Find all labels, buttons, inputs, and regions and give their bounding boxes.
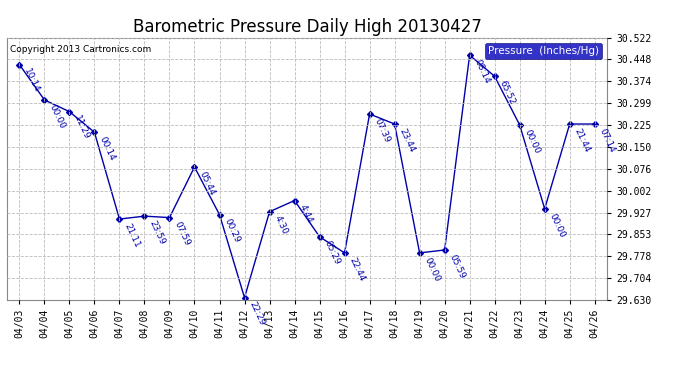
Text: 05:59: 05:59 (447, 253, 466, 280)
Text: 08:14: 08:14 (473, 58, 491, 85)
Text: 05:44: 05:44 (197, 170, 216, 197)
Text: 4:30: 4:30 (273, 214, 289, 236)
Text: 07:39: 07:39 (373, 117, 391, 144)
Text: 23:59: 23:59 (147, 219, 166, 246)
Text: 05:29: 05:29 (322, 240, 342, 267)
Title: Barometric Pressure Daily High 20130427: Barometric Pressure Daily High 20130427 (132, 18, 482, 36)
Text: 22:29: 22:29 (247, 300, 266, 327)
Text: 22:44: 22:44 (347, 256, 366, 282)
Text: 23:44: 23:44 (397, 127, 416, 154)
Text: 07:14: 07:14 (598, 127, 616, 154)
Text: 00:00: 00:00 (422, 256, 442, 283)
Text: 00:00: 00:00 (522, 128, 542, 155)
Text: 00:00: 00:00 (47, 103, 66, 130)
Text: 11:29: 11:29 (72, 114, 91, 142)
Legend: Pressure  (Inches/Hg): Pressure (Inches/Hg) (485, 43, 602, 59)
Text: 00:29: 00:29 (222, 217, 242, 244)
Text: Copyright 2013 Cartronics.com: Copyright 2013 Cartronics.com (10, 45, 151, 54)
Text: 4:44: 4:44 (297, 203, 314, 225)
Text: 00:14: 00:14 (97, 135, 116, 162)
Text: 21:44: 21:44 (573, 127, 591, 154)
Text: 10:14: 10:14 (22, 68, 41, 94)
Text: 00:00: 00:00 (547, 211, 566, 239)
Text: 65:52: 65:52 (497, 79, 516, 106)
Text: 21:11: 21:11 (122, 222, 141, 249)
Text: 07:59: 07:59 (172, 220, 191, 248)
